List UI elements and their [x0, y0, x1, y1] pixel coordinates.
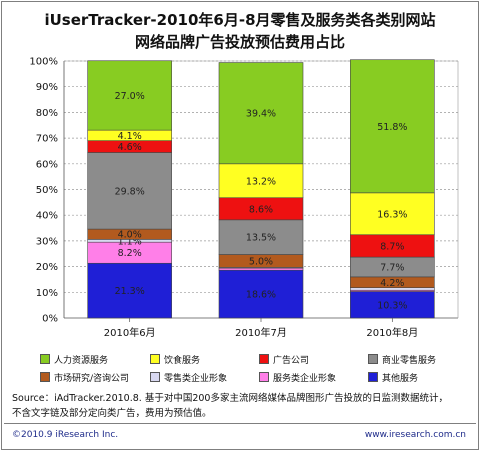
stacked-bar-chart: 0% 10% 20% 30% 40% 50% 60% 70% 80% 90% 100% 21.3% 8.…	[29, 57, 459, 339]
y-tick-label: 80%	[36, 108, 58, 119]
data-label: 18.6%	[246, 290, 276, 301]
data-label: 51.8%	[377, 122, 407, 133]
copyright-text: ©2010.9 iResearch Inc.	[12, 430, 119, 440]
y-tick-label: 90%	[36, 82, 58, 93]
source-note: Source：iAdTracker.2010.8. 基于对中国200多家主流网络…	[12, 391, 472, 421]
data-label: 27.0%	[115, 91, 145, 102]
data-label: 8.2%	[118, 248, 142, 259]
bar-segment	[350, 59, 435, 194]
legend-swatch	[368, 372, 378, 382]
data-label: 10.3%	[377, 300, 407, 311]
legend-swatch	[259, 372, 269, 382]
bar-segment	[350, 192, 435, 236]
chart-title-line1: iUserTracker-2010年6月-8月零售及服务类各类别网站	[44, 11, 436, 29]
data-label: 16.3%	[377, 209, 407, 220]
bar-segment	[350, 291, 435, 319]
bar-segment	[218, 219, 304, 255]
bar-segment	[218, 267, 304, 271]
legend-item: 零售类企业形象	[150, 371, 227, 384]
data-label: 13.5%	[246, 233, 276, 244]
chart-title-line2: 网络品牌广告投放预估费用占比	[134, 33, 345, 51]
data-label: 39.4%	[246, 109, 276, 120]
data-label: 5.0%	[249, 256, 273, 267]
y-tick-label: 60%	[36, 159, 58, 170]
x-tick-label: 2010年7月	[235, 326, 287, 339]
legend-item: 人力资源服务	[40, 353, 108, 366]
bar-segment	[87, 152, 172, 230]
bar-segment	[87, 262, 172, 319]
legend-swatch	[150, 372, 160, 382]
legend-swatch	[259, 354, 269, 364]
legend-label: 市场研究/咨询公司	[54, 374, 130, 384]
legend-label: 商业零售服务	[382, 356, 437, 366]
website-link[interactable]: www.iresearch.com.cn	[364, 430, 466, 440]
data-label: 4.6%	[118, 142, 142, 153]
legend-swatch	[40, 372, 50, 382]
legend-item: 饮食服务	[150, 353, 200, 366]
legend-item: 其他服务	[368, 371, 418, 384]
y-tick-label: 30%	[36, 236, 58, 247]
bar-segment	[218, 269, 304, 319]
source-line1: Source：iAdTracker.2010.8. 基于对中国200多家主流网络…	[12, 393, 448, 404]
bar-segment	[218, 163, 304, 199]
legend-label: 服务类企业形象	[273, 374, 337, 384]
data-label: 21.3%	[115, 286, 145, 297]
legend-label: 零售类企业形象	[164, 374, 228, 384]
y-tick-label: 10%	[36, 288, 58, 299]
footer-divider	[4, 423, 476, 424]
legend-label: 广告公司	[273, 356, 310, 366]
data-label: 4.1%	[118, 131, 142, 142]
bar-segment	[218, 62, 304, 165]
y-tick-label: 50%	[36, 185, 58, 196]
y-tick-label: 100%	[29, 57, 58, 68]
legend-swatch	[40, 354, 50, 364]
data-label: 4.2%	[380, 278, 404, 289]
data-label: 8.7%	[380, 241, 404, 252]
legend-item: 服务类企业形象	[259, 371, 336, 384]
y-tick-label: 40%	[36, 211, 58, 222]
data-label: 8.6%	[249, 204, 273, 215]
data-label: 7.7%	[380, 262, 404, 273]
legend-swatch	[150, 354, 160, 364]
legend-label: 饮食服务	[164, 356, 201, 366]
x-tick-label: 2010年6月	[104, 326, 156, 339]
legend-item: 市场研究/咨询公司	[40, 371, 129, 384]
x-tick-label: 2010年8月	[366, 326, 418, 339]
data-label: 1.1%	[118, 236, 142, 247]
y-tick-label: 0%	[42, 314, 58, 325]
data-label: 29.8%	[115, 186, 145, 197]
legend-label: 人力资源服务	[54, 356, 109, 366]
bar-segment	[87, 60, 172, 131]
legend-item: 广告公司	[259, 353, 309, 366]
data-label: 13.2%	[246, 176, 276, 187]
legend-item: 商业零售服务	[368, 353, 436, 366]
data-label: 4.0%	[118, 230, 142, 241]
y-tick-label: 70%	[36, 134, 58, 145]
legend-label: 其他服务	[382, 374, 419, 384]
source-line2: 不含文字链及部分定向类广告，费用为预估值。	[12, 408, 212, 419]
legend-swatch	[368, 354, 378, 364]
y-tick-label: 20%	[36, 262, 58, 273]
